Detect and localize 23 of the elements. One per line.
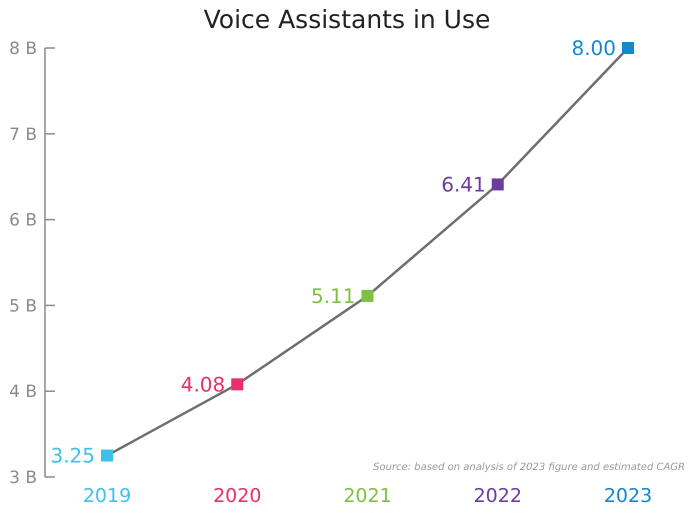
y-tick-label: 4 B — [9, 382, 37, 402]
data-label: 3.25 — [50, 444, 95, 468]
point — [622, 42, 634, 54]
data-label: 4.08 — [180, 372, 226, 396]
data-label: 5.11 — [310, 284, 356, 308]
x-tick-label: 2021 — [343, 485, 392, 507]
data-label: 6.41 — [441, 172, 486, 196]
point — [101, 450, 113, 462]
x-tick-label: 2022 — [474, 485, 522, 507]
y-tick-label: 3 B — [9, 468, 37, 488]
y-tick-label: 5 B — [9, 296, 37, 316]
y-tick-label: 7 B — [9, 124, 37, 145]
point — [231, 378, 244, 390]
chart-title: Voice Assistants in Use — [204, 5, 490, 34]
y-tick-label: 6 B — [9, 210, 37, 231]
y-tick-label: 8 B — [9, 38, 37, 59]
x-tick-label: 2019 — [82, 485, 132, 507]
data-label: 8.00 — [571, 36, 616, 60]
x-tick-label: 2020 — [213, 485, 262, 507]
point — [492, 178, 504, 190]
point — [362, 290, 374, 302]
x-tick-label: 2023 — [604, 485, 652, 507]
annotation: Source: based on analysis of 2023 figure and estimated CAGR — [373, 462, 685, 473]
